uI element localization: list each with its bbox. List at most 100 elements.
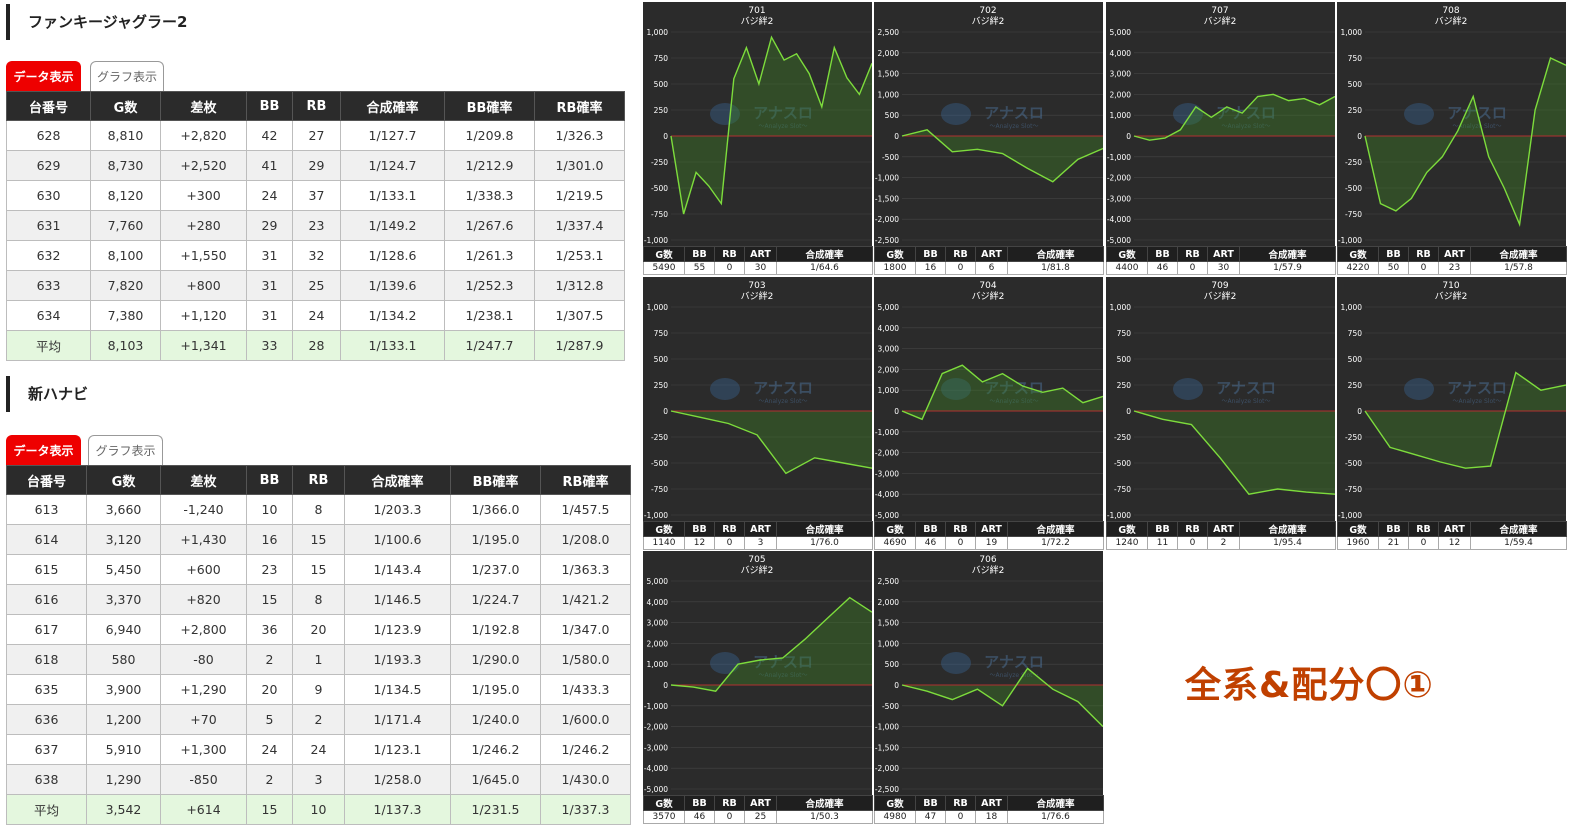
table-cell: +280	[160, 210, 247, 241]
column-header[interactable]: RB確率	[540, 465, 631, 495]
column-header[interactable]: G数	[90, 91, 161, 121]
table-cell: 631	[6, 210, 91, 241]
y-tick-label: -500	[1345, 184, 1362, 193]
y-tick-label: -2,000	[875, 764, 899, 773]
chart-panel-704[interactable]: 704 バジ絆2 5,000 4,000 3,000 2,000 1,000 0 -1,000 -…	[874, 277, 1104, 550]
table-cell: 9	[292, 674, 345, 705]
table-cell: 1/224.7	[450, 584, 541, 615]
table-cell: 635	[6, 674, 87, 705]
table-cell: 8	[292, 494, 345, 525]
column-header[interactable]: RB	[292, 91, 341, 121]
column-header[interactable]: RB	[292, 465, 345, 495]
stats-header: BB	[915, 795, 946, 811]
column-header[interactable]: BB確率	[444, 91, 535, 121]
section-title-2: 新ハナビ	[6, 376, 88, 412]
chart-panel-703[interactable]: 703 バジ絆2 1,000 750 500 250 0 -250 -500 -750 -1,000…	[643, 277, 873, 550]
y-tick-label: -250	[1345, 158, 1362, 167]
stats-header: BB	[915, 521, 946, 537]
column-header[interactable]: 台番号	[6, 91, 91, 121]
y-tick-label: 3,000	[878, 345, 900, 354]
stats-value: 1/64.6	[776, 261, 873, 275]
table-cell: +300	[160, 180, 247, 211]
stats-header: BB	[684, 795, 715, 811]
table-cell: 637	[6, 734, 87, 765]
column-header[interactable]: BB	[246, 91, 293, 121]
stats-header: BB	[684, 246, 715, 262]
table-row: 628 8,810 +2,820 42 27 1/127.7 1/209.8 1/326.3	[6, 120, 625, 151]
stats-table: G数 BB RB ART 合成確率 4980 47 0 18 1/76.6	[874, 795, 1104, 824]
y-tick-label: 500	[1348, 80, 1363, 89]
tab-graph-view[interactable]: グラフ表示	[88, 435, 163, 466]
table-cell: 630	[6, 180, 91, 211]
table-cell: 1/171.4	[344, 704, 451, 735]
stats-value: 0	[945, 810, 976, 824]
area-fill	[1134, 411, 1335, 495]
table-cell: 1/326.3	[534, 120, 625, 151]
stats-value: 46	[1147, 261, 1178, 275]
table-cell: 1/128.6	[340, 240, 445, 271]
column-header[interactable]: BB	[246, 465, 293, 495]
chart-panel-708[interactable]: 708 バジ絆2 1,000 750 500 250 0 -250 -500 -750 -1,000…	[1337, 2, 1567, 275]
stats-value: 1960	[1337, 536, 1379, 550]
y-tick-label: -1,000	[1107, 511, 1131, 520]
chart-panel-705[interactable]: 705 バジ絆2 5,000 4,000 3,000 2,000 1,000 0 -1,000 -…	[643, 551, 873, 824]
column-header[interactable]: 合成確率	[344, 465, 451, 495]
y-tick-label: -1,500	[875, 743, 899, 752]
table-cell: 1/421.2	[540, 584, 631, 615]
y-tick-label: -2,500	[875, 236, 899, 245]
table-cell: 616	[6, 584, 87, 615]
stats-value: 1240	[1106, 536, 1148, 550]
chart-panel-706[interactable]: 706 バジ絆2 2,500 2,000 1,500 1,000 500 0 -500 -1,00…	[874, 551, 1104, 824]
table-cell: 5,910	[86, 734, 161, 765]
column-header[interactable]: 合成確率	[340, 91, 445, 121]
column-header[interactable]: BB確率	[450, 465, 541, 495]
y-tick-label: -2,000	[1107, 174, 1131, 183]
tab-data-view[interactable]: データ表示	[6, 435, 81, 466]
table-row: 638 1,290 -850 2 3 1/258.0 1/645.0 1/430.0	[6, 764, 631, 795]
average-cell: 1/287.9	[534, 330, 625, 361]
table-cell: 3	[292, 764, 345, 795]
svg-text:～Analyze Slot～: ～Analyze Slot～	[1221, 123, 1270, 130]
y-tick-label: 0	[1126, 132, 1131, 141]
average-cell: +1,341	[160, 330, 247, 361]
y-tick-label: -1,000	[875, 174, 899, 183]
column-header[interactable]: 台番号	[6, 465, 87, 495]
svg-text:アナスロ: アナスロ	[753, 104, 813, 122]
y-tick-label: -2,000	[875, 215, 899, 224]
table-cell: 1/246.2	[450, 734, 541, 765]
y-tick-label: -750	[1345, 210, 1362, 219]
y-tick-label: -2,000	[644, 723, 668, 732]
column-header[interactable]: G数	[86, 465, 161, 495]
table-cell: 5	[246, 704, 293, 735]
chart-subtitle: バジ絆2	[972, 15, 1005, 27]
stats-value: 0	[1408, 536, 1439, 550]
column-header[interactable]: 差枚	[160, 91, 247, 121]
table-cell: 32	[292, 240, 341, 271]
table-cell: 8,120	[90, 180, 161, 211]
tab-graph-view[interactable]: グラフ表示	[90, 61, 164, 92]
column-header[interactable]: RB確率	[534, 91, 625, 121]
chart-panel-702[interactable]: 702 バジ絆2 2,500 2,000 1,500 1,000 500 0 -500 -1,00…	[874, 2, 1104, 275]
chart-panel-707[interactable]: 707 バジ絆2 5,000 4,000 3,000 2,000 1,000 0 -1,000 -…	[1106, 2, 1336, 275]
tab-data-view[interactable]: データ表示	[6, 61, 81, 92]
table-cell: 41	[246, 150, 293, 181]
series-line	[1133, 93, 1335, 141]
y-tick-label: 0	[1357, 132, 1362, 141]
table-cell: 3,120	[86, 524, 161, 555]
stats-value: 3570	[643, 810, 685, 824]
chart-panel-701[interactable]: 701 バジ絆2 1,000 750 500 250 0 -250 -500 -750 -1,000…	[643, 2, 873, 275]
stats-value: 11	[1147, 536, 1178, 550]
stats-header: ART	[1207, 521, 1240, 537]
stats-table: G数 BB RB ART 合成確率 3570 46 0 25 1/50.3	[643, 795, 873, 824]
chart-panel-709[interactable]: 709 バジ絆2 1,000 750 500 250 0 -250 -500 -750 -1,000…	[1106, 277, 1336, 550]
series-line	[901, 364, 1103, 421]
table-cell: 1/134.2	[340, 300, 445, 331]
stats-header: ART	[975, 795, 1008, 811]
table-row: 613 3,660 -1,240 10 8 1/203.3 1/366.0 1/457.5	[6, 494, 631, 525]
chart-panel-710[interactable]: 710 バジ絆2 1,000 750 500 250 0 -250 -500 -750 -1,000…	[1337, 277, 1567, 550]
y-tick-label: -4,000	[1107, 215, 1131, 224]
column-header[interactable]: 差枚	[160, 465, 247, 495]
stats-header: RB	[714, 246, 745, 262]
